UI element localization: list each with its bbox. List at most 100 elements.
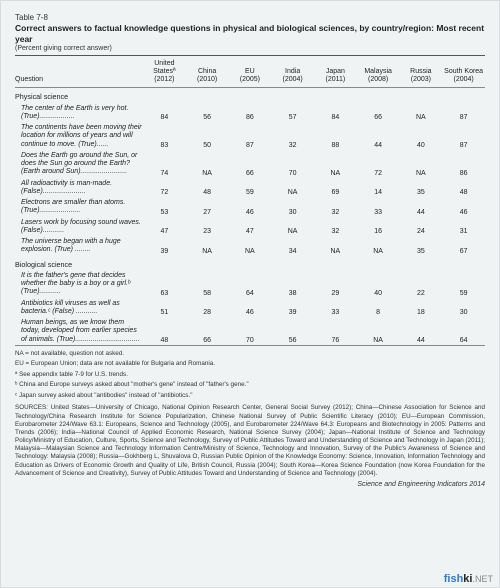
sources-text: SOURCES: United States—University of Chi… [15, 404, 485, 478]
value-cell: 53 [143, 197, 186, 217]
col-header: EU(2005) [229, 56, 272, 87]
table-title: Correct answers to factual knowledge que… [15, 23, 485, 44]
value-cell: 64 [229, 270, 272, 298]
value-cell: 40 [357, 270, 400, 298]
value-cell: 44 [400, 197, 443, 217]
value-cell: 64 [442, 317, 485, 345]
page-container: Table 7-8 Correct answers to factual kno… [0, 0, 500, 588]
value-cell: 33 [314, 298, 357, 318]
section-heading: Biological science [15, 256, 485, 270]
value-cell: 35 [400, 178, 443, 198]
value-cell: 57 [271, 103, 314, 123]
table-row: The continents have been moving their lo… [15, 122, 485, 150]
value-cell: 59 [229, 178, 272, 198]
value-cell: 87 [229, 122, 272, 150]
value-cell: 27 [186, 197, 229, 217]
value-cell: 18 [400, 298, 443, 318]
value-cell: 32 [271, 122, 314, 150]
value-cell: 56 [186, 103, 229, 123]
value-cell: 70 [271, 150, 314, 178]
col-header: Russia(2003) [400, 56, 443, 87]
question-cell: Does the Earth go around the Sun, or doe… [15, 150, 143, 178]
note-eu: EU = European Union; data are not availa… [15, 360, 485, 369]
bottom-rule [15, 345, 485, 346]
value-cell: 67 [442, 236, 485, 256]
value-cell: 66 [357, 103, 400, 123]
col-header: China(2010) [186, 56, 229, 87]
value-cell: 16 [357, 217, 400, 237]
value-cell: 32 [314, 197, 357, 217]
value-cell: NA [186, 150, 229, 178]
question-cell: It is the father's gene that decides whe… [15, 270, 143, 298]
value-cell: 48 [186, 178, 229, 198]
value-cell: 58 [186, 270, 229, 298]
table-label: Table 7-8 [15, 13, 485, 22]
value-cell: NA [314, 150, 357, 178]
question-cell: All radioactivity is man-made. (False)..… [15, 178, 143, 198]
value-cell: 56 [271, 317, 314, 345]
table-row: It is the father's gene that decides whe… [15, 270, 485, 298]
value-cell: 66 [186, 317, 229, 345]
value-cell: 14 [357, 178, 400, 198]
value-cell: 87 [442, 122, 485, 150]
note-na: NA = not available, question not asked. [15, 350, 485, 359]
value-cell: 59 [442, 270, 485, 298]
table-row: Electrons are smaller than atoms. (True)… [15, 197, 485, 217]
value-cell: 30 [271, 197, 314, 217]
data-table: Question UnitedStatesª(2012) China(2010)… [15, 56, 485, 345]
value-cell: 72 [143, 178, 186, 198]
value-cell: 86 [442, 150, 485, 178]
section-heading: Physical science [15, 88, 485, 102]
table-row: Human beings, as we know them today, dev… [15, 317, 485, 345]
watermark-domain: .NET [472, 574, 493, 584]
value-cell: 33 [357, 197, 400, 217]
value-cell: 83 [143, 122, 186, 150]
table-row: The center of the Earth is very hot. (Tr… [15, 103, 485, 123]
value-cell: 63 [143, 270, 186, 298]
col-header: UnitedStatesª(2012) [143, 56, 186, 87]
question-header: Question [15, 56, 143, 87]
table-head: Question UnitedStatesª(2012) China(2010)… [15, 56, 485, 87]
value-cell: 28 [186, 298, 229, 318]
value-cell: 29 [314, 270, 357, 298]
table-subtitle: (Percent giving correct answer) [15, 45, 485, 52]
note-b: ᵇ China and Europe surveys asked about "… [15, 381, 485, 390]
question-cell: The universe began with a huge explosion… [15, 236, 143, 256]
note-c: ᶜ Japan survey asked about "antibodies" … [15, 392, 485, 401]
value-cell: 74 [143, 150, 186, 178]
table-row: Lasers work by focusing sound waves. (Fa… [15, 217, 485, 237]
col-header: India(2004) [271, 56, 314, 87]
value-cell: 46 [229, 298, 272, 318]
value-cell: 87 [442, 103, 485, 123]
value-cell: 8 [357, 298, 400, 318]
value-cell: 22 [400, 270, 443, 298]
table-row: Antibiotics kill viruses as well as bact… [15, 298, 485, 318]
value-cell: 34 [271, 236, 314, 256]
value-cell: 48 [143, 317, 186, 345]
value-cell: 23 [186, 217, 229, 237]
value-cell: 44 [400, 317, 443, 345]
value-cell: NA [400, 103, 443, 123]
indicator-line: Science and Engineering Indicators 2014 [15, 481, 485, 488]
value-cell: 88 [314, 122, 357, 150]
question-cell: Antibiotics kill viruses as well as bact… [15, 298, 143, 318]
value-cell: 76 [314, 317, 357, 345]
value-cell: NA [186, 236, 229, 256]
col-header: South Korea(2004) [442, 56, 485, 87]
value-cell: 31 [442, 217, 485, 237]
table-body: Physical scienceThe center of the Earth … [15, 87, 485, 345]
value-cell: 50 [186, 122, 229, 150]
note-a: ª See appendix table 7-9 for U.S. trends… [15, 371, 485, 380]
table-notes: NA = not available, question not asked. … [15, 350, 485, 401]
value-cell: NA [271, 178, 314, 198]
question-cell: Electrons are smaller than atoms. (True)… [15, 197, 143, 217]
value-cell: 69 [314, 178, 357, 198]
value-cell: 24 [400, 217, 443, 237]
question-cell: The center of the Earth is very hot. (Tr… [15, 103, 143, 123]
value-cell: NA [357, 236, 400, 256]
value-cell: 46 [442, 197, 485, 217]
value-cell: 70 [229, 317, 272, 345]
question-cell: Lasers work by focusing sound waves. (Fa… [15, 217, 143, 237]
value-cell: 48 [442, 178, 485, 198]
value-cell: 40 [400, 122, 443, 150]
